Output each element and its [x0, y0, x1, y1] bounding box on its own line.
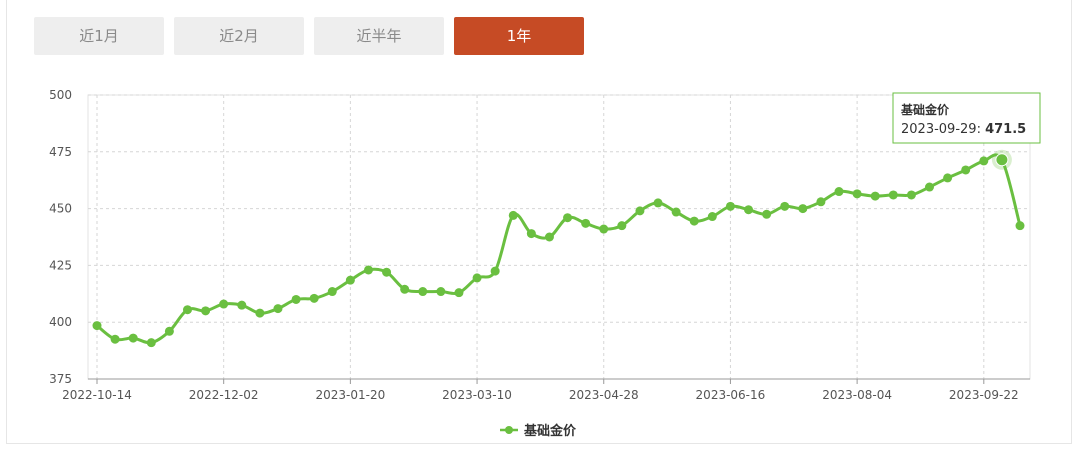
- tooltip-value: 471.5: [985, 122, 1026, 137]
- data-point[interactable]: [164, 326, 174, 336]
- data-point[interactable]: [182, 305, 192, 315]
- plot-area: [87, 94, 1031, 380]
- data-point[interactable]: [418, 287, 428, 297]
- data-point[interactable]: [635, 206, 645, 216]
- x-tick-label: 2022-12-02: [189, 388, 259, 402]
- data-point[interactable]: [943, 173, 953, 183]
- tooltip-value-line: 2023-09-29: 471.5: [901, 122, 1026, 137]
- y-tick-label: 475: [49, 145, 72, 159]
- data-point[interactable]: [544, 232, 554, 242]
- data-point[interactable]: [490, 266, 500, 276]
- data-point[interactable]: [653, 198, 663, 208]
- data-point[interactable]: [707, 212, 717, 222]
- y-tick-label: 500: [49, 88, 72, 102]
- y-tick-label: 400: [49, 315, 72, 329]
- data-point[interactable]: [780, 201, 790, 211]
- data-point[interactable]: [345, 275, 355, 285]
- data-point[interactable]: [201, 306, 211, 316]
- data-point[interactable]: [291, 294, 301, 304]
- data-point[interactable]: [363, 265, 373, 275]
- data-point[interactable]: [146, 338, 156, 348]
- y-tick-label: 450: [49, 202, 72, 216]
- data-point[interactable]: [219, 299, 229, 309]
- data-point[interactable]: [436, 287, 446, 297]
- data-point[interactable]: [725, 201, 735, 211]
- tab-1-month[interactable]: 近1月: [34, 17, 164, 55]
- x-tick-label: 2023-06-16: [696, 388, 766, 402]
- data-point-highlighted[interactable]: [995, 153, 1009, 167]
- data-point[interactable]: [563, 213, 573, 223]
- data-point[interactable]: [309, 293, 319, 303]
- chart-grid: [87, 94, 1031, 380]
- tab-half-year[interactable]: 近半年: [314, 17, 444, 55]
- tooltip-colon: :: [977, 122, 986, 137]
- x-tick-label: 2023-01-20: [315, 388, 385, 402]
- x-axis: 2022-10-14 2022-12-02 2023-01-20 2023-03-10…: [62, 378, 1030, 402]
- tooltip: 基础金价 2023-09-29: 471.5: [892, 92, 1041, 144]
- x-tick-label: 2023-03-10: [442, 388, 512, 402]
- series-line: [96, 153, 1022, 345]
- data-point[interactable]: [617, 221, 627, 231]
- data-point[interactable]: [255, 308, 265, 318]
- data-point[interactable]: [92, 321, 102, 331]
- tab-1-year[interactable]: 1年: [454, 17, 584, 55]
- legend[interactable]: 基础金价: [500, 423, 577, 439]
- data-point[interactable]: [961, 165, 971, 175]
- data-point[interactable]: [382, 267, 392, 277]
- series-layer: [92, 149, 1025, 348]
- legend-label: 基础金价: [523, 423, 577, 439]
- data-point[interactable]: [689, 216, 699, 226]
- data-point[interactable]: [327, 287, 337, 297]
- chart-panel: [6, 0, 1072, 444]
- data-point[interactable]: [472, 273, 482, 283]
- data-point[interactable]: [400, 284, 410, 294]
- tooltip-date: 2023-09-29: [901, 122, 977, 137]
- legend-marker: [505, 426, 513, 434]
- data-point[interactable]: [870, 191, 880, 201]
- data-point[interactable]: [671, 207, 681, 217]
- x-tick-label: 2023-08-04: [822, 388, 892, 402]
- data-point[interactable]: [816, 197, 826, 207]
- data-point[interactable]: [128, 333, 138, 343]
- period-tabs: 近1月 近2月 近半年 1年: [34, 17, 584, 55]
- data-point[interactable]: [237, 300, 247, 310]
- x-tick-label: 2023-09-22: [949, 388, 1019, 402]
- data-point[interactable]: [762, 209, 772, 219]
- data-point[interactable]: [508, 210, 518, 220]
- y-tick-label: 425: [49, 258, 72, 272]
- x-tick-label: 2023-04-28: [569, 388, 639, 402]
- data-point[interactable]: [599, 224, 609, 234]
- tab-2-months[interactable]: 近2月: [174, 17, 304, 55]
- x-tick-label: 2022-10-14: [62, 388, 132, 402]
- data-point[interactable]: [906, 190, 916, 200]
- data-point[interactable]: [798, 204, 808, 214]
- data-point[interactable]: [273, 304, 283, 314]
- tooltip-title: 基础金价: [900, 102, 950, 117]
- data-point[interactable]: [852, 189, 862, 199]
- y-tick-label: 375: [49, 372, 72, 386]
- data-point[interactable]: [979, 156, 989, 166]
- tooltip-box: [892, 92, 1041, 144]
- data-point[interactable]: [888, 190, 898, 200]
- data-point[interactable]: [925, 182, 935, 192]
- data-point[interactable]: [744, 205, 754, 215]
- data-point[interactable]: [834, 187, 844, 197]
- data-point[interactable]: [1015, 221, 1025, 231]
- data-point[interactable]: [581, 218, 591, 228]
- data-point[interactable]: [526, 229, 536, 239]
- y-axis: 375 400 425 450 475 500: [49, 88, 72, 386]
- data-point[interactable]: [110, 334, 120, 344]
- data-point[interactable]: [454, 288, 464, 298]
